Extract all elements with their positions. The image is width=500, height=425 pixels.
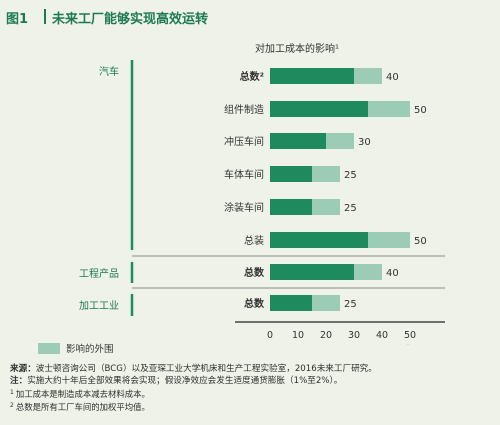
legend-label-periphery: 影响的外围 <box>66 344 114 355</box>
footnote-1: 1 加工成本是制造成本减去材料成本。 <box>10 387 494 400</box>
bar-segment-core <box>270 68 354 84</box>
category-label: 车体车间 <box>224 168 264 181</box>
bar-segment-core <box>270 264 354 280</box>
value-label: 40 <box>386 72 399 83</box>
bar-segment-core <box>270 133 326 149</box>
value-label: 50 <box>414 236 427 247</box>
source-line: 来源：波士顿咨询公司（BCG）以及亚琛工业大学机床和生产工程实验室，2016未来… <box>10 363 494 375</box>
category-label: 总数² <box>240 70 264 83</box>
group-label-2: 加工工业 <box>79 300 119 312</box>
chart-title: 对加工成本的影响¹ <box>255 42 339 55</box>
figure-label: 图1 <box>6 12 29 27</box>
category-label: 组件制造 <box>224 103 264 116</box>
figure-title-bar: 图1 未来工厂能够实现高效运转 <box>0 6 500 28</box>
bar-segment-periphery <box>312 295 340 311</box>
bar-segment-core <box>270 199 312 215</box>
bar-segment-periphery <box>354 68 382 84</box>
bar-segment-core <box>270 166 312 182</box>
category-label: 总数 <box>244 297 265 310</box>
value-label: 30 <box>358 137 371 148</box>
bar-segment-periphery <box>368 232 410 248</box>
category-label: 总数 <box>244 266 265 279</box>
x-tick-label: 40 <box>376 330 388 341</box>
value-label: 50 <box>414 105 427 116</box>
value-label: 40 <box>386 268 399 279</box>
notes-block: 来源：波士顿咨询公司（BCG）以及亚琛工业大学机床和生产工程实验室，2016未来… <box>10 363 494 413</box>
category-label: 冲压车间 <box>224 135 264 148</box>
note-line: 注：实施大约十年后全部效果将会实现；假设净效应会发生适度通货膨胀（1%至2%）。 <box>10 375 494 387</box>
bar-segment-periphery <box>354 264 382 280</box>
footnote-2-mark: 2 <box>10 402 14 409</box>
x-tick-label: 0 <box>267 330 273 341</box>
group-label-0: 汽车 <box>99 65 119 78</box>
value-label: 25 <box>344 299 357 310</box>
x-tick-label: 30 <box>348 330 360 341</box>
value-label: 25 <box>344 170 357 181</box>
x-tick-label: 20 <box>320 330 332 341</box>
source-label: 来源： <box>10 364 36 374</box>
bar-segment-periphery <box>312 166 340 182</box>
x-tick-label: 50 <box>404 330 416 341</box>
bar-segment-core <box>270 101 368 117</box>
bar-segment-periphery <box>312 199 340 215</box>
category-label: 总装 <box>244 234 264 247</box>
note-label: 注： <box>10 376 28 386</box>
footnote-2: 2 总数是所有工厂车间的加权平均值。 <box>10 400 494 413</box>
footnote-1-mark: 1 <box>10 389 14 396</box>
x-axis-label: 影响(%) <box>392 344 427 345</box>
value-label: 25 <box>344 203 357 214</box>
title-separator <box>44 9 46 24</box>
figure-title: 未来工厂能够实现高效运转 <box>52 12 209 27</box>
legend-swatch-periphery <box>38 343 60 354</box>
bar-segment-periphery <box>368 101 410 117</box>
source-text: 波士顿咨询公司（BCG）以及亚琛工业大学机床和生产工程实验室，2016未来工厂研… <box>35 364 377 374</box>
bar-segment-periphery <box>326 133 354 149</box>
bar-segment-core <box>270 295 312 311</box>
category-label: 涂装车间 <box>224 201 264 214</box>
footnote-1-text: 加工成本是制造成本减去材料成本。 <box>15 389 150 399</box>
x-tick-label: 10 <box>292 330 304 341</box>
group-label-1: 工程产品 <box>79 267 119 280</box>
note-text: 实施大约十年后全部效果将会实现；假设净效应会发生适度通货膨胀（1%至2%）。 <box>27 376 343 386</box>
bar-segment-core <box>270 232 368 248</box>
footnote-2-text: 总数是所有工厂车间的加权平均值。 <box>15 402 150 412</box>
